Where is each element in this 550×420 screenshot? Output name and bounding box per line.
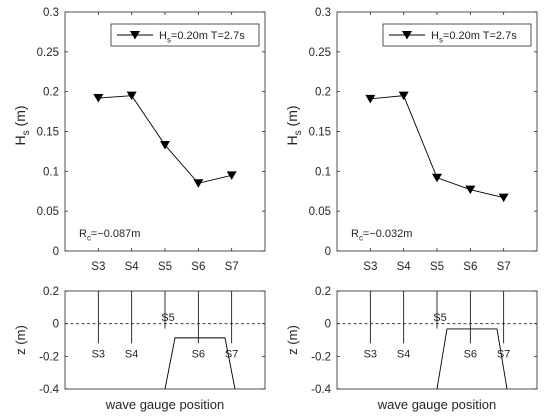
y-tick-label: 0.3 [43, 7, 59, 19]
legend-box [382, 23, 532, 47]
x-tick-label: S6 [463, 261, 477, 273]
legend-marker [130, 31, 140, 40]
data-point-marker [432, 173, 442, 183]
y-tick-label: 0.2 [315, 87, 331, 99]
x-tick-label: S5 [158, 261, 172, 273]
breakwater-outline [164, 337, 236, 390]
y-axis-label-sub: s [293, 130, 304, 135]
gauge-label: S3 [364, 348, 377, 360]
z-tick-label: 0 [53, 319, 59, 331]
rc-annotation-rest: =−0.032m [363, 228, 413, 240]
y-axis-label: Hs (m) [12, 105, 32, 145]
legend-box [110, 23, 260, 47]
legend-label: Hs=0.20m T=2.7s [431, 30, 517, 44]
z-tick-label: -0.4 [311, 384, 331, 396]
y-tick-label: 0.15 [37, 127, 59, 139]
data-point-marker [365, 94, 376, 104]
rc-annotation-rest: =−0.087m [91, 228, 141, 240]
y-axis-label-rest: (m) [12, 105, 28, 130]
data-point-marker [498, 193, 509, 203]
legend-marker [402, 31, 412, 40]
gauge-label: S7 [225, 348, 238, 360]
data-point-marker [193, 179, 204, 188]
data-point-marker [93, 94, 104, 103]
legend-label-rest: =0.20m T=2.7s [443, 30, 517, 42]
y-tick-label: 0.1 [315, 166, 331, 178]
legend-label-main: H [431, 30, 439, 42]
x-tick-label: S5 [430, 261, 444, 273]
y-axis-label: Hs (m) [284, 105, 304, 145]
data-point-marker [465, 185, 476, 195]
y-tick-label: 0.25 [37, 47, 59, 59]
y-tick-label: 0.1 [43, 166, 59, 178]
gauge-label: S6 [192, 348, 205, 360]
rc-annotation-sub: c [87, 233, 91, 242]
plot-area [336, 11, 538, 252]
rc-annotation-main: R [351, 228, 359, 240]
x-tick-label: S7 [225, 261, 239, 273]
y-tick-label: 0.05 [309, 206, 331, 218]
z-tick-label: -0.2 [311, 351, 331, 363]
data-point-marker [126, 91, 137, 101]
x-tick-label: S4 [397, 261, 412, 273]
legend-label-rest: =0.20m T=2.7s [171, 30, 245, 42]
gauge-label: S4 [397, 348, 410, 360]
gauge-label: S5 [161, 312, 174, 324]
y-axis-label-rest: (m) [284, 105, 300, 130]
gauge-label: S3 [92, 348, 105, 360]
plot-area [64, 11, 266, 252]
y-tick-label: 0.3 [315, 7, 331, 19]
gauge-label: S6 [464, 348, 477, 360]
legend-label-sub: s [439, 35, 443, 44]
x-axis-label: wave gauge position [105, 397, 225, 412]
z-tick-label: -0.2 [39, 351, 59, 363]
y-tick-label: 0.2 [43, 87, 59, 99]
legend-label-sub: s [167, 35, 171, 44]
legend-label-main: H [159, 30, 167, 42]
x-tick-label: S4 [125, 261, 140, 273]
rc-annotation-sub: c [359, 233, 363, 242]
y-axis-label-main: H [12, 135, 28, 145]
z-tick-label: 0.2 [43, 286, 59, 298]
y-axis-label-sub: s [21, 130, 32, 135]
z-tick-label: 0 [325, 319, 331, 331]
data-point-marker [160, 141, 170, 150]
x-axis-label: wave gauge position [377, 397, 497, 412]
data-point-marker [226, 171, 237, 180]
gauge-label: S7 [497, 348, 510, 360]
x-tick-label: S3 [363, 261, 377, 273]
y-tick-label: 0 [325, 246, 331, 258]
rc-annotation: Rc=−0.087m [79, 228, 140, 242]
x-tick-label: S6 [191, 261, 205, 273]
z-axis-label: z (m) [285, 325, 300, 355]
z-axis-label: z (m) [13, 325, 28, 355]
y-tick-label: 0.25 [309, 47, 331, 59]
z-tick-label: -0.4 [39, 384, 59, 396]
rc-annotation: Rc=−0.032m [351, 228, 412, 242]
legend-label: Hs=0.20m T=2.7s [159, 30, 245, 44]
gauge-label: S5 [433, 312, 446, 324]
y-tick-label: 0.05 [37, 206, 59, 218]
y-tick-label: 0.15 [309, 127, 331, 139]
y-tick-label: 0 [53, 246, 59, 258]
gauge-label: S4 [125, 348, 138, 360]
data-point-marker [398, 91, 409, 101]
z-tick-label: 0.2 [315, 286, 331, 298]
rc-annotation-main: R [79, 228, 87, 240]
y-axis-label-main: H [284, 135, 300, 145]
x-tick-label: S3 [91, 261, 105, 273]
breakwater-outline [436, 328, 508, 390]
x-tick-label: S7 [497, 261, 511, 273]
